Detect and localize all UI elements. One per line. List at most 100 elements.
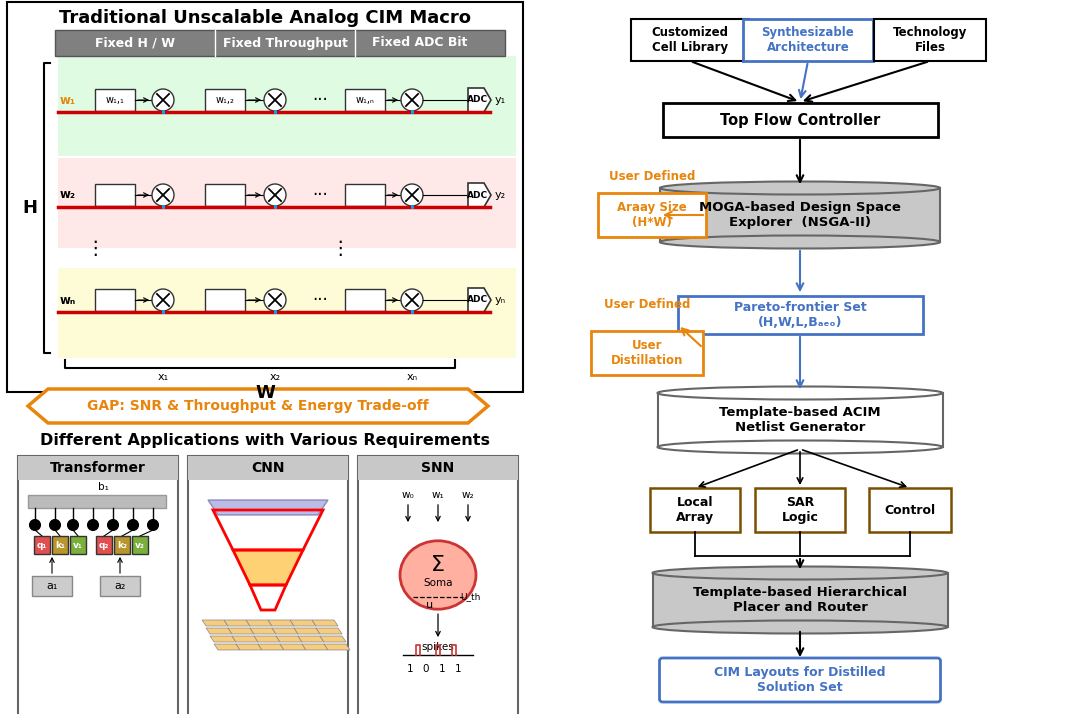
Bar <box>743 19 873 61</box>
Circle shape <box>152 89 174 111</box>
Polygon shape <box>210 636 237 642</box>
Bar <box>132 536 148 554</box>
Text: w₂: w₂ <box>461 490 474 500</box>
Bar <box>58 158 516 248</box>
Bar <box>95 289 135 311</box>
Polygon shape <box>233 550 303 585</box>
Text: Different Applications with Various Requirements: Different Applications with Various Requ… <box>40 433 490 448</box>
Text: b₁: b₁ <box>97 482 108 492</box>
Ellipse shape <box>658 386 943 400</box>
Circle shape <box>264 184 286 206</box>
Text: k₁: k₁ <box>55 540 65 550</box>
Text: Fixed ADC Bit: Fixed ADC Bit <box>373 36 468 49</box>
Text: Customized
Cell Library: Customized Cell Library <box>651 26 729 54</box>
Text: ···: ··· <box>312 186 328 204</box>
Polygon shape <box>249 628 276 634</box>
Bar <box>591 331 703 375</box>
Bar <box>345 289 384 311</box>
Bar <box>677 296 922 334</box>
Polygon shape <box>291 620 316 626</box>
Circle shape <box>68 520 78 530</box>
Text: CNN: CNN <box>252 461 285 475</box>
Polygon shape <box>237 644 262 650</box>
Bar <box>58 268 516 358</box>
Bar <box>100 576 140 596</box>
Bar <box>598 193 706 237</box>
Text: Soma: Soma <box>423 578 453 588</box>
Ellipse shape <box>658 441 943 453</box>
Bar <box>188 456 348 714</box>
Text: w₁,₁: w₁,₁ <box>106 95 124 105</box>
Text: Template-based Hierarchical
Placer and Router: Template-based Hierarchical Placer and R… <box>693 586 907 614</box>
Text: spikes: spikes <box>421 642 455 652</box>
Circle shape <box>30 520 40 530</box>
Bar <box>650 488 740 532</box>
Text: Transformer: Transformer <box>50 461 146 475</box>
Circle shape <box>401 289 423 311</box>
Bar <box>28 495 166 508</box>
Text: User Defined: User Defined <box>604 298 690 311</box>
Bar <box>345 184 384 206</box>
Polygon shape <box>268 620 294 626</box>
Circle shape <box>401 184 423 206</box>
Ellipse shape <box>652 620 947 633</box>
Bar <box>755 488 845 532</box>
Bar <box>6 2 523 392</box>
Text: Template-based ACIM
Netlist Generator: Template-based ACIM Netlist Generator <box>719 406 881 434</box>
Bar <box>660 188 940 242</box>
Polygon shape <box>208 500 328 515</box>
Ellipse shape <box>660 236 940 248</box>
Circle shape <box>129 520 138 530</box>
Polygon shape <box>246 620 272 626</box>
Text: y₁: y₁ <box>495 95 505 105</box>
Text: Synthesizable
Architecture: Synthesizable Architecture <box>761 26 854 54</box>
Text: ADC: ADC <box>468 96 488 104</box>
Text: Local
Array: Local Array <box>676 496 714 524</box>
Bar <box>357 456 518 480</box>
Text: ADC: ADC <box>468 296 488 304</box>
Polygon shape <box>468 288 491 312</box>
Text: v₁: v₁ <box>73 540 83 550</box>
Bar <box>33 536 50 554</box>
Text: ⋮: ⋮ <box>85 238 105 258</box>
Bar <box>55 30 505 56</box>
Text: a₂: a₂ <box>114 581 125 591</box>
Text: User Defined: User Defined <box>609 171 696 183</box>
Text: wₙ: wₙ <box>59 293 76 306</box>
Text: Technology
Files: Technology Files <box>893 26 968 54</box>
Bar <box>869 488 951 532</box>
Text: w₁,ₙ: w₁,ₙ <box>355 95 375 105</box>
Bar <box>114 536 130 554</box>
Bar <box>52 536 68 554</box>
Text: 1: 1 <box>455 664 461 674</box>
Bar <box>345 89 384 111</box>
Circle shape <box>50 520 60 530</box>
Ellipse shape <box>652 566 947 580</box>
Text: v₂: v₂ <box>135 540 145 550</box>
Text: Fixed Throughput: Fixed Throughput <box>222 36 348 49</box>
Text: 1: 1 <box>438 664 445 674</box>
Text: MOGA-based Design Space
Explorer  (NSGA-II): MOGA-based Design Space Explorer (NSGA-I… <box>699 201 901 229</box>
Bar <box>70 536 86 554</box>
Text: q₁: q₁ <box>37 540 48 550</box>
Polygon shape <box>232 636 258 642</box>
Polygon shape <box>254 636 280 642</box>
Text: yₙ: yₙ <box>495 295 505 305</box>
Bar <box>631 19 750 61</box>
Circle shape <box>152 289 174 311</box>
Text: y₂: y₂ <box>495 190 505 200</box>
Polygon shape <box>272 628 298 634</box>
Bar <box>95 89 135 111</box>
Text: SNN: SNN <box>421 461 455 475</box>
Text: u: u <box>427 600 433 610</box>
Text: a₁: a₁ <box>46 581 57 591</box>
Bar <box>205 289 245 311</box>
Polygon shape <box>312 620 338 626</box>
Text: q₂: q₂ <box>98 540 109 550</box>
Text: Fixed H / W: Fixed H / W <box>95 36 175 49</box>
Text: Traditional Unscalable Analog CIM Macro: Traditional Unscalable Analog CIM Macro <box>59 9 471 27</box>
Text: k₂: k₂ <box>117 540 127 550</box>
Polygon shape <box>298 636 324 642</box>
Circle shape <box>148 520 158 530</box>
Polygon shape <box>28 389 488 423</box>
